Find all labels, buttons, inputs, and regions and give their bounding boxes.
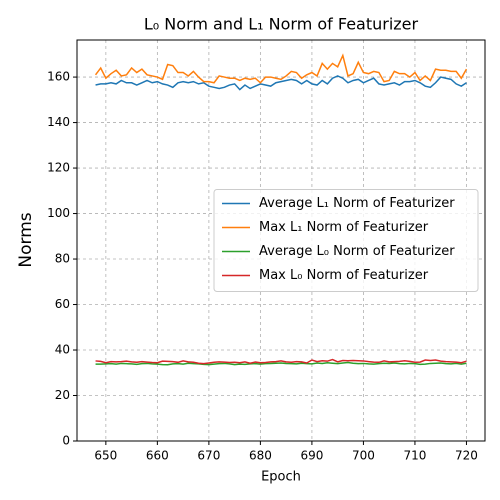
x-tick-label: 660 (146, 449, 169, 463)
y-axis-label: Norms (16, 212, 36, 267)
plot-frame (76, 39, 486, 442)
y-tick-label: 0 (62, 434, 70, 448)
y-tick-label: 40 (55, 343, 70, 357)
x-tick-label: 650 (94, 449, 117, 463)
y-tick-label: 100 (47, 206, 70, 220)
series-line (95, 361, 467, 366)
x-tick-label: 690 (300, 449, 323, 463)
y-tick-label: 20 (55, 388, 70, 402)
legend-label: Average L₀ Norm of Featurizer (259, 244, 455, 259)
legend-label: Average L₁ Norm of Featurizer (259, 196, 455, 211)
x-tick-label: 700 (352, 449, 375, 463)
x-tick-label: 720 (455, 449, 478, 463)
y-tick-label: 60 (55, 297, 70, 311)
series-line (95, 358, 467, 365)
series-line (95, 75, 467, 91)
y-tick-label: 120 (47, 161, 70, 175)
legend-box (213, 189, 479, 292)
x-tick-label: 680 (249, 449, 272, 463)
y-tick-label: 160 (47, 70, 70, 84)
y-tick-label: 80 (55, 252, 70, 266)
y-tick-label: 140 (47, 115, 70, 129)
series-line (94, 53, 468, 84)
chart-title: L₀ Norm and L₁ Norm of Featurizer (144, 15, 419, 34)
x-axis-label: Epoch (261, 470, 301, 485)
legend-label: Max L₁ Norm of Featurizer (259, 220, 429, 235)
x-tick-label: 670 (197, 449, 220, 463)
x-tick-label: 710 (403, 449, 426, 463)
legend-label: Max L₀ Norm of Featurizer (259, 268, 429, 283)
